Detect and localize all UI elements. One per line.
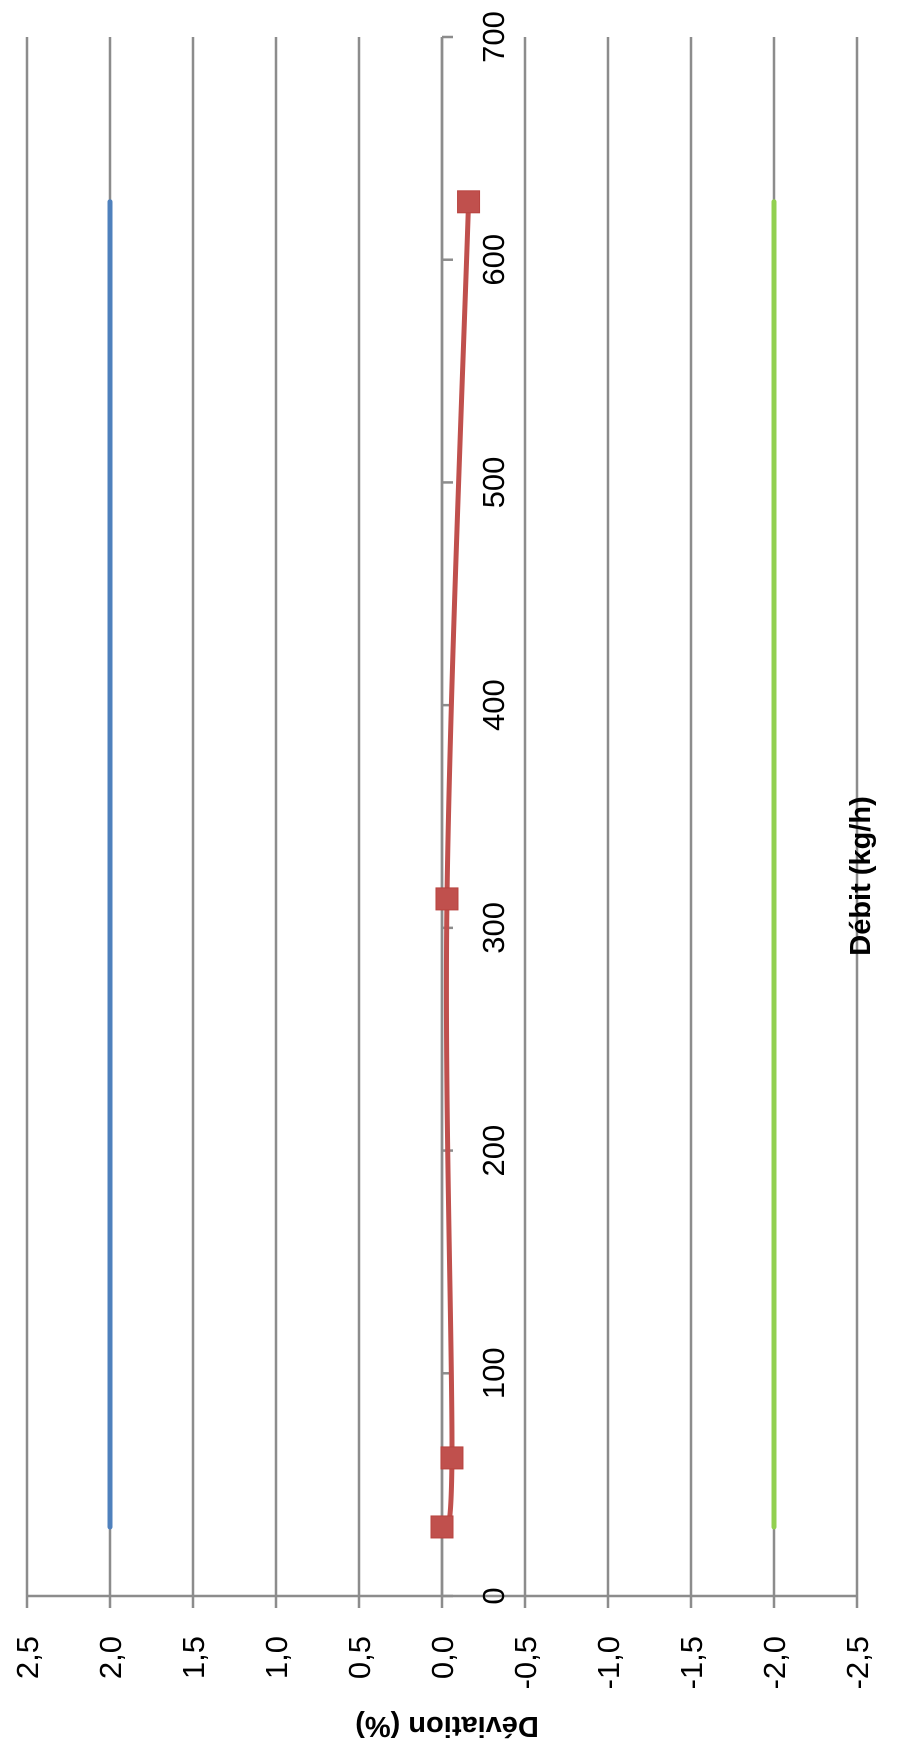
x-tick-label: 500 — [476, 457, 511, 509]
y-tick-label: 0,5 — [342, 1636, 377, 1679]
y-tick-label: 1,5 — [176, 1636, 211, 1679]
data-point — [435, 887, 459, 911]
x-tick-label: 300 — [476, 902, 511, 954]
x-tick-label: 600 — [476, 234, 511, 286]
axes — [25, 35, 859, 1608]
x-tick-label: 200 — [476, 1125, 511, 1177]
x-tick-label: 100 — [476, 1347, 511, 1399]
x-tick-label: 400 — [476, 679, 511, 731]
data-point — [440, 1446, 464, 1470]
y-tick-label: -1,0 — [591, 1636, 626, 1689]
x-tick-label: 0 — [476, 1587, 511, 1604]
data-point — [457, 190, 481, 214]
y-tick-label: -2,0 — [757, 1636, 792, 1689]
y-axis-title: Déviation (%) — [355, 1710, 539, 1742]
data-point — [430, 1515, 454, 1539]
y-tick-label: 1,0 — [259, 1636, 294, 1679]
x-axis-title: Débit (kg/h) — [845, 796, 877, 956]
series-layer — [107, 190, 777, 1539]
y-tick-label: 2,0 — [93, 1636, 128, 1679]
y-tick-label: -2,5 — [840, 1636, 875, 1689]
y-tick-label: -1,5 — [674, 1636, 709, 1689]
y-tick-label: 0,0 — [425, 1636, 460, 1679]
y-tick-label: 2,5 — [10, 1636, 45, 1679]
series-line-2 — [439, 199, 472, 1531]
y-tick-label: -0,5 — [508, 1636, 543, 1689]
tick-labels: 2,5 2,0 1,5 1,0 0,5 0,0 -0,5 -1,0 -1,5 -2,0 -2,5 0 1… — [10, 11, 875, 1689]
x-tick-label: 700 — [476, 11, 511, 63]
